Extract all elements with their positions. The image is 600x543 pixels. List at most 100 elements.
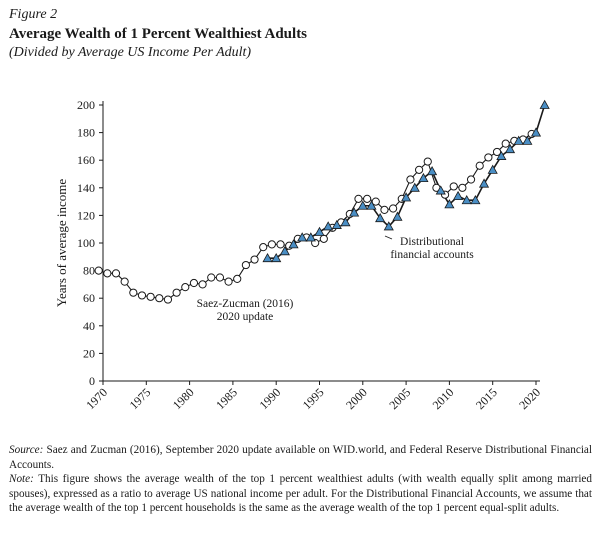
point-triangle [279, 246, 290, 256]
point-circle [181, 283, 190, 292]
y-tick-label: 20 [83, 346, 95, 360]
wealth-line-chart: 0 20 40 60 80 100 120 140 160 180 200 1970 1975 1980 1… [54, 98, 550, 412]
y-tick-label: 60 [83, 291, 95, 305]
point-circle [146, 292, 155, 301]
point-circle [250, 255, 259, 264]
series-line-1 [98, 133, 532, 301]
point-circle [198, 280, 207, 289]
point-circle [111, 269, 121, 278]
x-tick-label: 1980 [170, 385, 197, 412]
x-tick-label: 2010 [430, 385, 457, 412]
point-circle [233, 274, 242, 283]
source-text: Saez and Zucman (2016), September 2020 u… [9, 444, 592, 471]
figure-label: Figure 2 [9, 7, 58, 22]
point-triangle [478, 178, 490, 188]
point-triangle [366, 200, 377, 210]
point-circle [458, 183, 467, 192]
point-triangle [452, 190, 464, 201]
point-triangle [513, 135, 524, 145]
point-triangle [427, 166, 438, 176]
point-triangle [271, 252, 282, 263]
y-tick-label: 80 [83, 264, 95, 278]
point-triangle [357, 200, 368, 210]
point-circle [354, 194, 363, 203]
x-tick-label: 1990 [256, 385, 283, 412]
point-circle [492, 147, 502, 157]
point-circle [224, 277, 233, 286]
x-tick-label: 2000 [343, 385, 370, 412]
point-triangle [487, 164, 498, 174]
annotation-sz: 2020 update [217, 311, 274, 323]
point-triangle [461, 194, 472, 205]
point-triangle [444, 199, 455, 209]
note-text: This figure shows the average wealth of … [9, 473, 592, 515]
point-triangle [522, 135, 533, 145]
point-circle [120, 277, 129, 286]
y-tick-label: 200 [77, 98, 95, 112]
x-tick-label: 2005 [386, 385, 413, 412]
point-circle [103, 269, 112, 278]
point-circle [423, 157, 432, 166]
point-circle [172, 288, 181, 297]
point-triangle [435, 185, 446, 195]
series-layer [94, 99, 550, 304]
x-tick-label: 2020 [516, 385, 543, 412]
point-circle [371, 197, 380, 206]
x-tick-label: 1985 [213, 385, 240, 412]
point-circle [259, 243, 268, 252]
point-triangle [331, 219, 342, 229]
source-note: Source: Saez and Zucman (2016), Septembe… [9, 443, 592, 472]
point-circle [215, 273, 225, 282]
point-circle [449, 182, 458, 191]
figure-subtitle: (Divided by Average US Income Per Adult) [9, 45, 252, 60]
note-label: Note: [9, 473, 34, 486]
y-tick-label: 100 [77, 236, 95, 250]
y-tick-label: 140 [77, 181, 95, 195]
point-triangle [262, 252, 273, 263]
annotation-dfa: financial accounts [390, 249, 474, 261]
point-triangle [401, 192, 412, 202]
point-circle [501, 139, 510, 148]
point-triangle [409, 182, 420, 192]
point-triangle [504, 143, 516, 154]
y-tick-label: 40 [83, 319, 95, 333]
point-circle [363, 194, 372, 203]
point-circle [319, 234, 328, 243]
point-circle [137, 291, 147, 300]
point-triangle [496, 150, 507, 160]
y-tick-label: 120 [77, 208, 95, 222]
point-circle [94, 266, 103, 275]
point-triangle [383, 221, 394, 231]
point-circle [189, 278, 199, 288]
point-triangle [314, 226, 325, 236]
y-axis-title: Years of average income [54, 179, 69, 307]
point-circle [207, 273, 216, 282]
y-tick-label: 180 [77, 126, 95, 140]
x-tick-label: 1970 [83, 385, 110, 412]
note: Note: This figure shows the average weal… [9, 472, 592, 516]
point-circle [129, 288, 138, 297]
y-tick-label: 0 [89, 374, 95, 388]
point-triangle [349, 207, 360, 217]
figure-header: Figure 2 Average Wealth of 1 Percent Wea… [9, 6, 589, 62]
point-triangle [297, 232, 308, 242]
point-circle [414, 165, 424, 174]
x-tick-label: 1995 [300, 385, 327, 412]
point-triangle [288, 239, 299, 249]
point-triangle [470, 194, 481, 205]
point-circle [389, 204, 398, 213]
point-triangle [375, 212, 386, 223]
point-circle [163, 295, 173, 304]
point-circle [475, 161, 484, 170]
source-label: Source: [9, 444, 44, 456]
annotation-sz: Saez-Zucman (2016) [197, 298, 294, 310]
point-triangle [530, 127, 542, 137]
point-circle [406, 175, 415, 184]
point-circle [241, 260, 250, 270]
point-triangle [305, 232, 316, 242]
figure-notes: Source: Saez and Zucman (2016), Septembe… [9, 443, 592, 516]
point-circle [466, 175, 476, 184]
figure-title: Average Wealth of 1 Percent Wealthiest A… [9, 26, 308, 42]
x-tick-label: 1975 [127, 385, 154, 412]
